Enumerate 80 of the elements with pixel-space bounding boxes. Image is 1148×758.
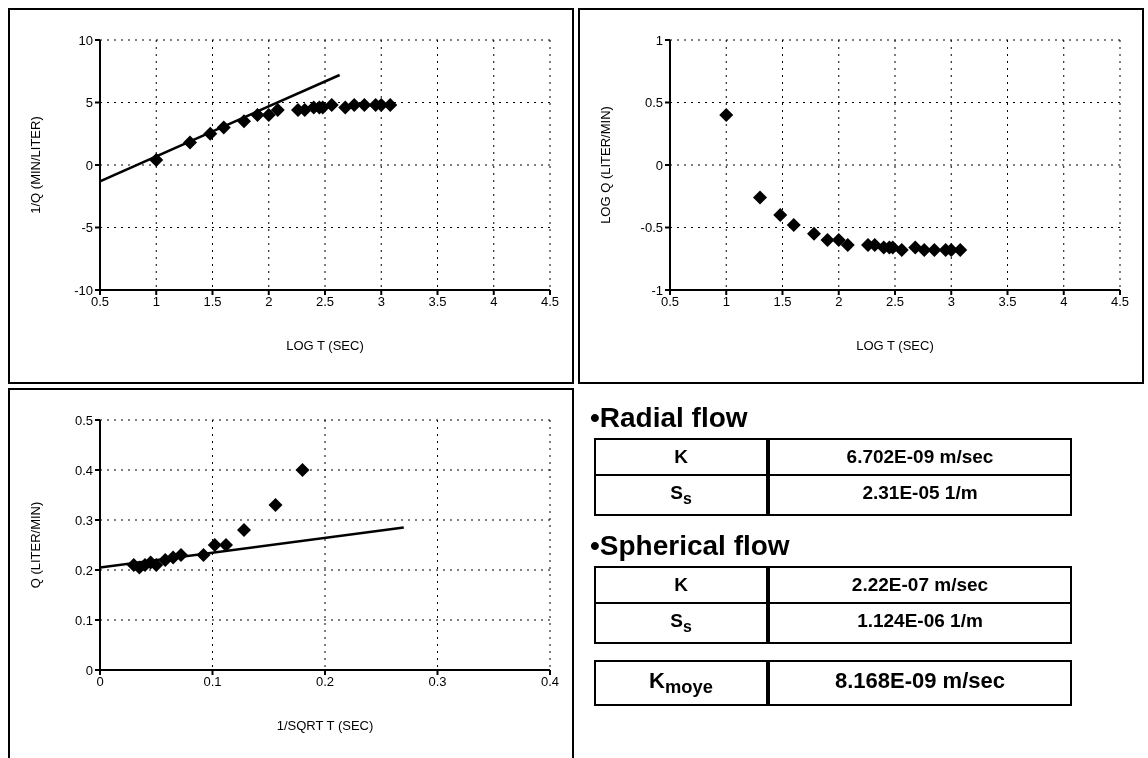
point (953, 243, 968, 257)
x-tick-label: 0.2 (315, 674, 335, 690)
text: 6.702E-09 m/sec (768, 438, 1072, 476)
x-tick-label: 0.3 (428, 674, 447, 690)
y-tick-label: 0.2 (74, 562, 93, 578)
x-tick-label: 4.5 (1110, 294, 1130, 310)
x-tick-label: 3 (947, 294, 955, 310)
x-tick-label: 0.4 (540, 674, 560, 690)
point (338, 100, 353, 115)
x-axis-title: 1/SQRT T (SEC) (276, 718, 374, 733)
text: K (594, 438, 768, 476)
point (295, 463, 310, 477)
x-tick-label: 1.5 (203, 294, 222, 310)
point (357, 98, 372, 112)
text: K (594, 565, 768, 604)
text: •Radial flow (590, 402, 749, 434)
point (831, 233, 846, 247)
y-tick-label: -0.5 (640, 220, 663, 236)
y-tick-label: 0 (85, 662, 93, 678)
x-tick-label: 2 (835, 294, 843, 310)
x-tick-label: 3 (377, 294, 385, 310)
y-axis-title: LOG Q (LITER/MIN) (597, 106, 613, 224)
x-tick-label: 4 (1060, 294, 1068, 310)
x-tick-label: 4 (490, 294, 498, 310)
point (894, 243, 909, 257)
y-tick-label: -1 (651, 282, 663, 298)
y-tick-label: 0.5 (644, 95, 663, 111)
point (773, 208, 788, 222)
point (237, 523, 251, 537)
point (908, 240, 923, 255)
point (268, 498, 283, 512)
y-tick-label: 1 (655, 32, 663, 48)
point (219, 538, 233, 552)
point (807, 226, 821, 241)
y-axis-title: Q (LITER/MIN) (27, 501, 43, 589)
x-tick-label: 3.5 (428, 294, 447, 310)
text: S$_{s}$ (594, 474, 768, 516)
y-tick-label: 5 (85, 95, 93, 111)
x-tick-label: 0.1 (203, 674, 222, 690)
point (261, 108, 276, 122)
text: S$_{s}$ (594, 601, 768, 644)
x-tick-label: 2.5 (885, 294, 905, 310)
y-tick-label: -5 (81, 220, 93, 236)
text: K$_{moye}$ (594, 659, 768, 706)
text: •Spherical flow (590, 529, 791, 562)
point (917, 243, 932, 257)
x-axis-title: LOG T (SEC) (286, 338, 364, 353)
x-tick-label: 0 (96, 674, 104, 690)
point (719, 108, 734, 122)
text: 8.168E-09 m/sec (768, 659, 1072, 706)
point (207, 538, 222, 552)
text: 1.124E-06 1/m (768, 601, 1072, 644)
text: 2.31E-05 1/m (768, 474, 1072, 516)
y-axis-title: 1/Q (MIN/LITER) (27, 116, 43, 214)
y-tick-label: 10 (78, 32, 93, 48)
point (753, 190, 767, 205)
y-tick-label: -10 (74, 282, 93, 298)
point (324, 98, 339, 112)
point (270, 103, 285, 117)
x-tick-label: 3.5 (998, 294, 1017, 310)
y-tick-label: 0.5 (74, 412, 93, 428)
x-axis-title: LOG T (SEC) (856, 338, 934, 353)
y-tick-label: 0 (85, 157, 93, 173)
point (347, 98, 362, 112)
x-tick-label: 2 (265, 294, 273, 310)
x-tick-label: 1.5 (773, 294, 792, 310)
x-tick-label: 4.5 (540, 294, 560, 310)
point (820, 233, 835, 247)
point (927, 243, 942, 257)
point (840, 238, 855, 252)
y-tick-label: 0.3 (74, 512, 93, 528)
y-tick-label: 0 (655, 157, 663, 173)
y-tick-label: 0.4 (74, 462, 93, 478)
x-tick-label: 1 (722, 294, 730, 310)
x-tick-label: 2.5 (315, 294, 335, 310)
y-tick-label: 0.1 (74, 612, 93, 628)
point (383, 98, 398, 112)
point (786, 218, 801, 232)
x-tick-label: 1 (152, 294, 160, 310)
text: 2.22E-07 m/sec (768, 565, 1072, 604)
